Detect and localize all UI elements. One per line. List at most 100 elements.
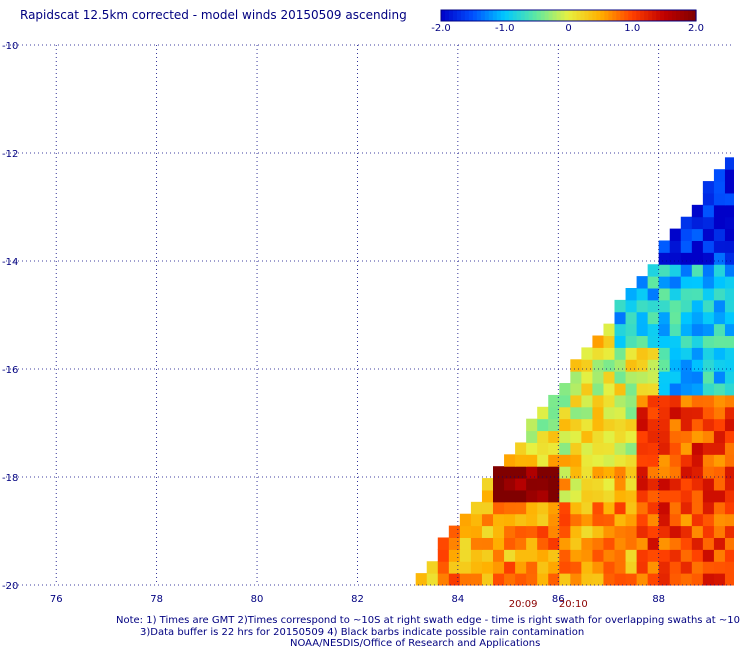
data-cell [570,501,582,515]
data-cell [669,383,682,396]
data-cell [625,489,638,503]
data-cell [647,418,660,432]
data-cell [470,561,483,574]
data-cell [570,430,582,443]
data-cell [713,466,726,479]
data-cell [581,561,593,574]
swath-time-label: 20:10 [559,599,588,610]
data-cell [691,264,704,277]
data-cell [691,418,704,432]
data-cell [570,466,582,479]
y-tick-label: -14 [2,257,18,268]
colorbar-segment [588,10,594,21]
data-cell [724,157,734,170]
data-cell [614,454,627,467]
data-cell [636,454,649,467]
colorbar-segment [472,10,478,21]
data-cell [625,359,638,372]
data-cell [669,240,682,253]
data-cell [603,394,616,408]
data-cell [548,418,560,432]
data-cell [570,513,582,527]
data-cell [581,478,593,491]
data-cell [713,204,726,218]
data-cell [658,549,671,562]
data-cell [493,525,505,538]
data-cell [570,371,582,384]
data-cell [724,573,734,586]
data-cell [724,359,734,372]
data-cell [625,478,638,491]
colorbar-segment [444,10,450,21]
data-cell [603,501,616,515]
data-cell [603,335,616,348]
data-cell [724,513,734,527]
colorbar-segment [592,10,597,21]
data-cell [614,430,627,443]
data-cell [559,454,571,467]
colorbar-segment [612,10,617,21]
data-cell [702,228,715,241]
data-cell [647,347,660,360]
data-cell [481,478,494,491]
data-cell [548,454,560,467]
data-cell [658,288,671,301]
data-cell [603,383,616,396]
colorbar-segment [504,10,510,21]
data-cell [647,323,660,337]
colorbar-segment [508,10,514,21]
colorbar-segment [520,10,526,21]
data-cell [636,513,649,527]
data-cell [559,394,571,408]
data-cell [459,573,472,586]
data-cell [415,573,428,586]
data-cell [691,276,704,289]
data-cell [493,478,505,491]
data-cell [713,240,726,253]
data-cell [702,276,715,289]
data-cell [702,335,715,348]
data-cell [481,537,494,550]
data-cell [680,418,693,432]
data-cell [459,549,472,562]
data-cell [636,406,649,420]
data-cell [559,573,571,586]
data-cell [691,454,704,467]
colorbar-segment [672,10,677,21]
data-cell [691,252,704,265]
data-cell [493,561,505,574]
colorbar-segment [648,10,653,21]
data-cell [702,359,715,372]
data-cell [581,525,593,538]
data-cell [526,418,538,432]
data-cell [713,359,726,372]
data-cell [548,394,560,408]
data-cell [614,501,627,515]
x-tick-label: 82 [351,594,364,605]
data-cell [636,394,649,408]
data-cell [691,501,704,515]
data-cell [647,335,660,348]
data-cell [691,513,704,527]
colorbar-segment [448,10,454,21]
data-cell [493,501,505,515]
data-cell [680,359,693,372]
data-cell [658,418,671,432]
colorbar-segment [496,10,502,21]
data-cell [724,430,734,443]
data-cell [559,549,571,562]
data-cell [504,478,516,491]
colorbar-segment [441,10,446,21]
data-cell [636,525,649,538]
data-cell [680,288,693,301]
y-tick-label: -12 [2,149,18,160]
data-cell [713,181,726,194]
data-cell [658,394,671,408]
data-cell [603,454,616,467]
data-cell [581,359,593,372]
data-cell [548,513,560,527]
data-cell [724,501,734,515]
data-cell [636,430,649,443]
data-cell [581,454,593,467]
data-cell [526,513,538,527]
